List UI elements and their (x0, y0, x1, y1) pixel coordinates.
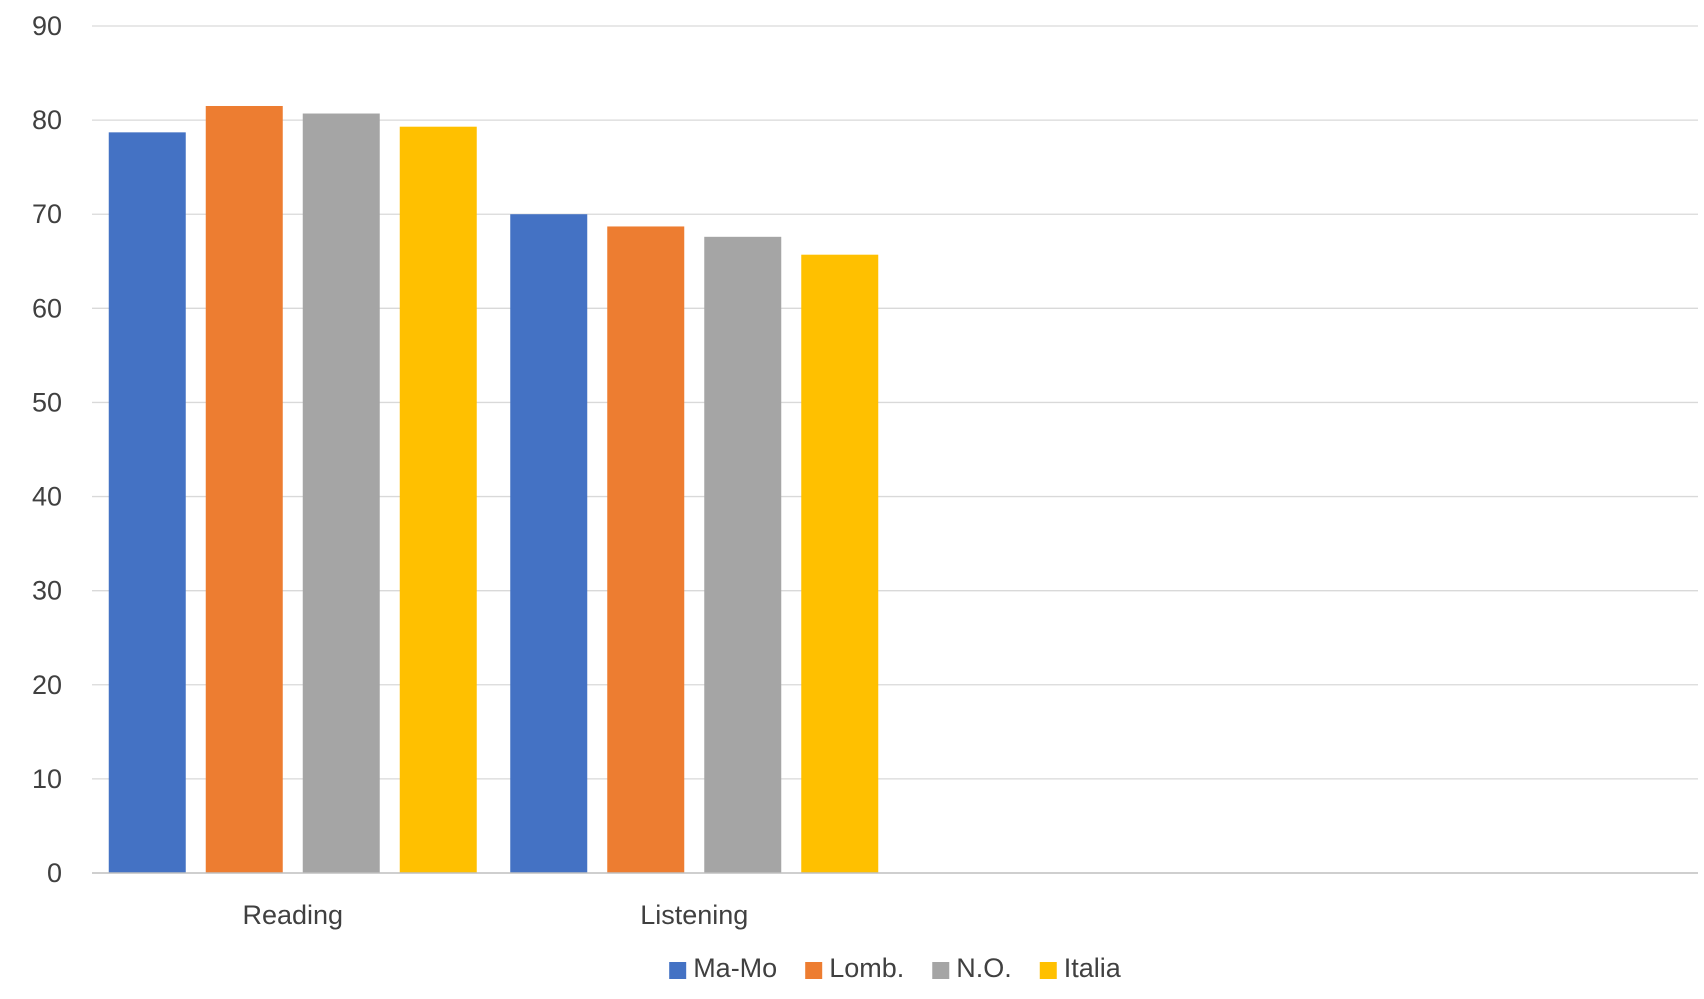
y-tick-label-80: 80 (32, 105, 62, 135)
bars (108, 105, 879, 874)
y-tick-label-20: 20 (32, 670, 62, 700)
bar-italia-listening (801, 254, 879, 873)
legend-label-lomb: Lomb. (829, 953, 904, 983)
bar-lomb-reading (205, 105, 283, 873)
x-category-label-listening: Listening (640, 900, 748, 930)
y-tick-label-0: 0 (47, 858, 62, 888)
bar-n-o-listening (704, 236, 782, 873)
legend-label-ma-mo: Ma-Mo (693, 953, 777, 983)
y-axis-tick-labels: 0 10 20 30 40 50 60 70 80 90 (32, 11, 62, 888)
y-tick-label-50: 50 (32, 387, 62, 417)
legend-swatch-n-o (932, 962, 950, 979)
legend-swatch-ma-mo (669, 962, 687, 979)
y-tick-label-30: 30 (32, 576, 62, 606)
y-tick-label-60: 60 (32, 293, 62, 323)
y-tick-label-10: 10 (32, 764, 62, 794)
legend: Ma-Mo Lomb. N.O. Italia (669, 953, 1122, 983)
legend-label-italia: Italia (1064, 953, 1122, 983)
y-tick-label-40: 40 (32, 482, 62, 512)
bar-italia-reading (399, 126, 477, 873)
y-tick-label-90: 90 (32, 11, 62, 41)
x-axis-category-labels: Reading Listening (242, 900, 748, 930)
y-tick-label-70: 70 (32, 199, 62, 229)
bar-lomb-listening (607, 226, 685, 873)
legend-swatch-italia (1039, 962, 1057, 979)
bar-n-o-reading (302, 113, 380, 874)
legend-swatch-lomb (805, 962, 823, 979)
bar-ma-mo-listening (510, 214, 588, 873)
legend-label-n-o: N.O. (956, 953, 1012, 983)
x-category-label-reading: Reading (242, 900, 343, 930)
bar-ma-mo-reading (108, 132, 186, 873)
